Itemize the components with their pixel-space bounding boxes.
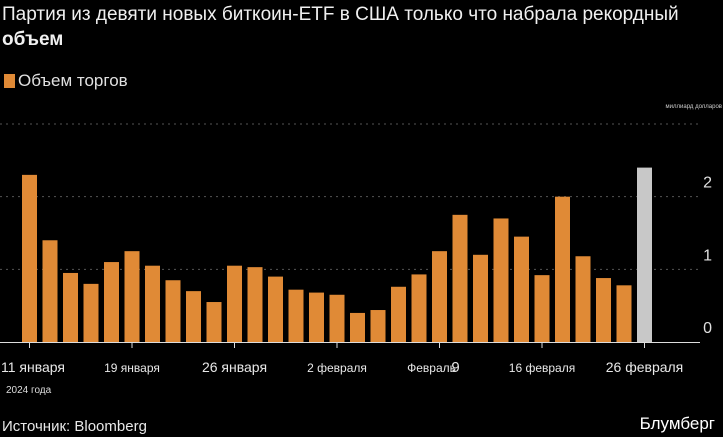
bar [309,292,324,342]
chart-title-line1: Партия из девяти новых биткоин-ETF в США… [2,4,679,25]
bar [596,278,611,342]
bar [63,272,78,342]
bar [616,285,632,342]
bar [575,256,591,342]
bar [370,310,386,342]
bar [22,174,37,342]
x-year-label: 2024 года [6,385,52,396]
bar [514,236,529,342]
x-tick-label: 2 февраля [307,361,367,375]
legend-swatch [4,74,15,88]
bar-record [637,167,652,342]
unit-label: миллиард долларов [666,104,722,110]
bar [42,240,58,342]
bar [206,302,222,342]
bar [452,214,468,342]
legend-label: Объем торгов [18,71,128,90]
bar [555,196,570,342]
bar [391,286,406,342]
y-tick-label: 0 [703,320,712,337]
bar [124,251,140,342]
bar [493,218,509,342]
bar [350,312,365,342]
chart-title: Партия из девяти новых биткоин-ETF в США… [2,2,717,52]
source-note: Источник: Bloomberg [2,418,147,435]
bar [227,265,242,342]
bar [288,289,304,342]
y-tick-label: 2 [703,175,712,192]
x-tick-label: 19 января [104,361,160,375]
x-tick-label: 26 января [202,359,267,375]
x-tick-label: 11 января [1,359,65,375]
x-tick-label: Февраль [407,361,456,375]
bar [432,251,447,342]
chart-title-line2: объем [2,29,64,50]
chart-legend: Объем торгов [4,71,128,91]
x-tick-label: 16 февраля [509,361,575,375]
bar [411,274,427,342]
brand-logo: Блумберг [639,414,715,433]
bar [186,291,201,342]
bar [145,265,160,342]
bar [165,280,181,342]
bar [268,276,283,342]
x-tick-label-day: 9 [451,359,459,376]
bar [104,262,119,342]
x-tick-label: 26 февраля [606,359,684,375]
y-tick-label: 1 [703,247,712,264]
bar [329,294,345,342]
bar [534,275,550,342]
bar [83,283,99,342]
bar [473,254,488,342]
bar [247,267,263,342]
